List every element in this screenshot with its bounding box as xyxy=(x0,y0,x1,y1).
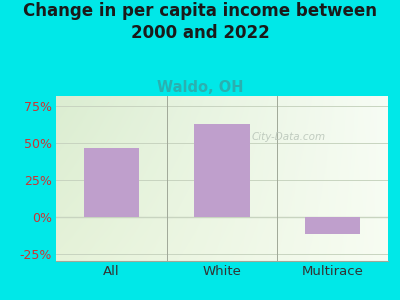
Bar xyxy=(84,148,139,217)
Text: Waldo, OH: Waldo, OH xyxy=(157,80,243,94)
Bar xyxy=(194,124,250,217)
Text: Change in per capita income between
2000 and 2022: Change in per capita income between 2000… xyxy=(23,2,377,42)
Text: City-Data.com: City-Data.com xyxy=(251,132,326,142)
Bar xyxy=(305,217,360,235)
